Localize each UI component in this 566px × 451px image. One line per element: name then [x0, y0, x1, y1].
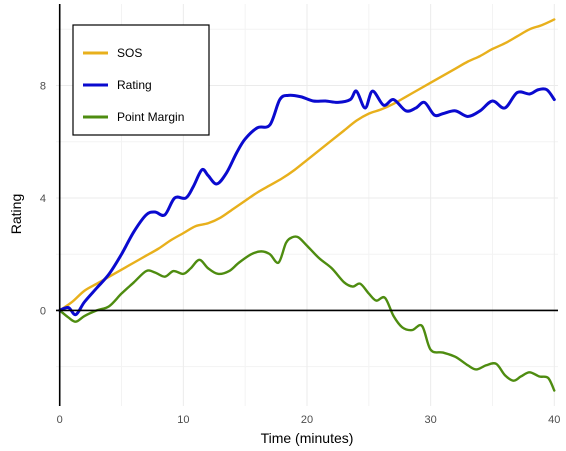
x-axis-title: Time (minutes): [261, 430, 354, 446]
legend-label-point-margin: Point Margin: [117, 110, 184, 124]
series-layer: [58, 18, 556, 392]
y-tick-label: 8: [40, 81, 46, 93]
x-tick-label: 0: [57, 414, 63, 426]
series-line-rating: [58, 87, 556, 317]
axis-lines: [56, 4, 558, 406]
y-axis-title: Rating: [8, 194, 24, 234]
y-tick-label: 4: [40, 193, 46, 205]
x-tick-label: 10: [177, 414, 189, 426]
series-line-point-margin: [58, 235, 556, 392]
legend-label-sos: SOS: [117, 46, 142, 60]
legend: SOS Rating Point Margin: [72, 24, 210, 136]
x-tick-label: 40: [548, 414, 560, 426]
x-tick-label: 30: [425, 414, 437, 426]
x-tick-label: 20: [301, 414, 313, 426]
legend-label-rating: Rating: [117, 78, 152, 92]
y-tick-label: 0: [40, 305, 46, 317]
tick-labels: 0 10 20 30 40 0 4 8: [40, 81, 561, 426]
series-line-sos: [58, 18, 556, 312]
